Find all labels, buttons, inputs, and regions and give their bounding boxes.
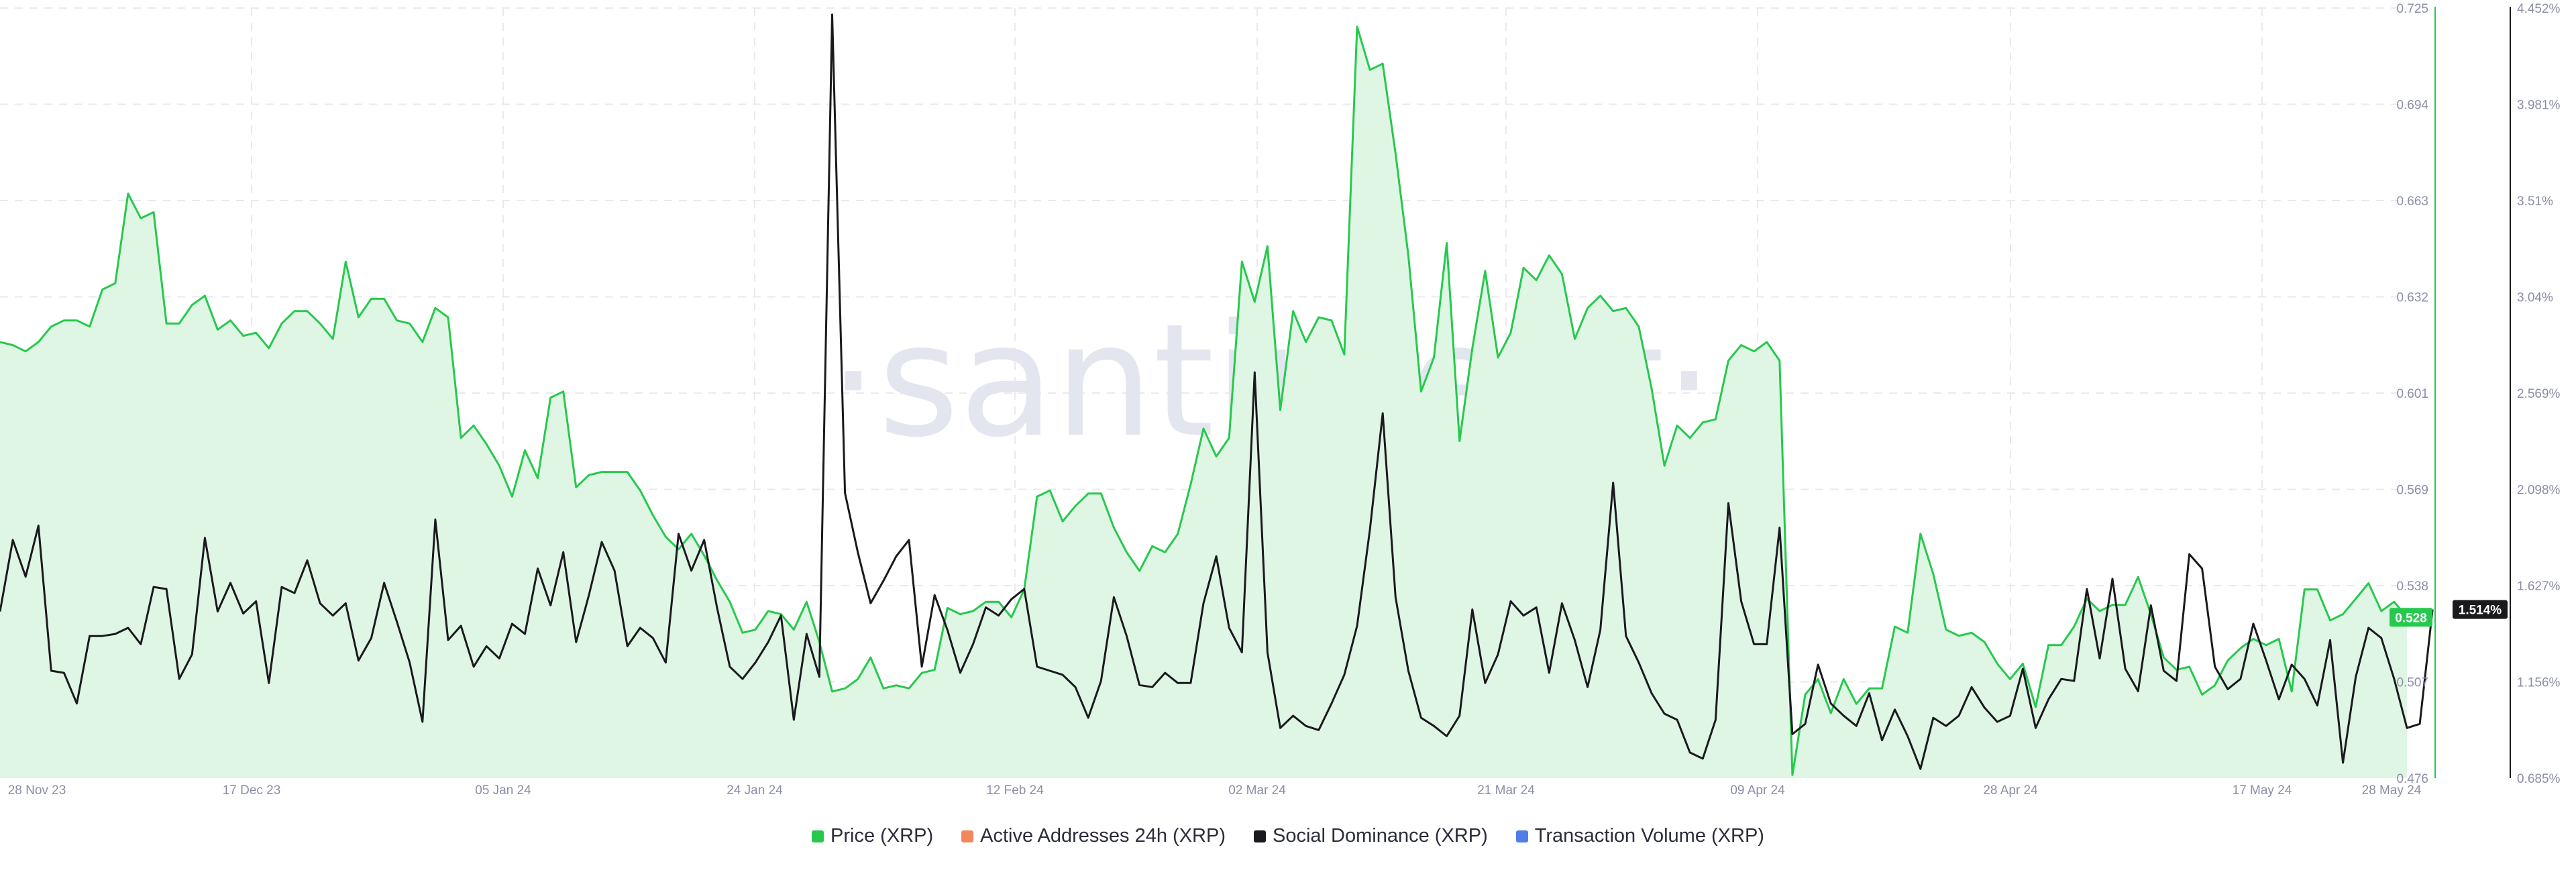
axes (2434, 7, 2511, 778)
x-axis-tick-label: 09 Apr 24 (1730, 783, 1785, 798)
price-axis-tick-label: 0.538 (2396, 580, 2428, 594)
social-dominance-axis-tick-label: 2.569% (2517, 387, 2561, 401)
social-dominance-axis-ticks: 4.452% 3.981% 3.51% 3.04% 2.569% 2.098% 1.627%… (2517, 2, 2561, 786)
legend-label-social-dominance: Social Dominance (XRP) (1273, 825, 1488, 847)
legend-swatch-price (812, 830, 824, 842)
price-axis-tick-label: 0.694 (2396, 99, 2428, 113)
x-axis-tick-label: 28 May 24 (2362, 783, 2422, 798)
price-axis-tick-label: 0.476 (2396, 772, 2428, 786)
x-axis-tick-label: 17 Dec 23 (223, 783, 281, 798)
price-series-area (0, 26, 2407, 779)
x-axis-ticks: 28 Nov 23 17 Dec 23 05 Jan 24 24 Jan 24 12 F… (8, 783, 2422, 798)
price-axis-tick-label: 0.507 (2396, 676, 2428, 690)
legend-item-price[interactable]: Price (XRP) (812, 825, 933, 847)
price-axis-tick-label: 0.601 (2396, 387, 2428, 401)
price-axis-tick-label: 0.632 (2396, 291, 2428, 305)
x-axis-tick-label: 12 Feb 24 (986, 783, 1044, 798)
social-dominance-axis-tick-label: 4.452% (2517, 2, 2561, 16)
price-series-line (0, 25, 2408, 776)
social-dominance-axis-tick-label: 1.627% (2517, 580, 2561, 594)
legend-swatch-transaction-volume (1515, 830, 1528, 842)
legend-item-transaction-volume[interactable]: Transaction Volume (XRP) (1515, 825, 1764, 847)
x-axis-tick-label: 28 Apr 24 (1983, 783, 2038, 798)
social-dominance-series-line (0, 13, 2434, 770)
price-last-value-label: 0.528 (2395, 611, 2427, 625)
legend-item-active-addresses[interactable]: Active Addresses 24h (XRP) (961, 825, 1226, 847)
social-dominance-axis-tick-label: 2.098% (2517, 484, 2561, 498)
social-dominance-axis-tick-label: 3.04% (2517, 291, 2553, 305)
social-dominance-last-value-label: 1.514% (2459, 604, 2502, 618)
x-axis-tick-label: 28 Nov 23 (8, 783, 66, 798)
price-last-value-badge (2390, 608, 2432, 627)
legend-label-active-addresses: Active Addresses 24h (XRP) (980, 825, 1226, 847)
legend-swatch-active-addresses (961, 830, 974, 842)
social-dominance-axis-tick-label: 1.156% (2517, 676, 2561, 690)
x-axis-tick-label: 17 May 24 (2233, 783, 2292, 798)
x-axis-tick-label: 24 Jan 24 (727, 783, 783, 798)
price-axis-tick-label: 0.569 (2396, 484, 2428, 498)
x-axis-tick-label: 21 Mar 24 (1477, 783, 1535, 798)
price-axis-ticks: 0.725 0.694 0.663 0.632 0.601 0.569 0.538 0.507… (2396, 2, 2428, 786)
price-axis-tick-label: 0.725 (2396, 2, 2428, 16)
price-axis-tick-label: 0.663 (2396, 195, 2428, 209)
social-dominance-axis-tick-label: 0.685% (2517, 772, 2561, 786)
legend-label-price: Price (XRP) (830, 825, 934, 847)
chart-legend: Price (XRP) Active Addresses 24h (XRP) S… (0, 825, 2576, 847)
social-dominance-last-value-badge (2453, 600, 2508, 619)
legend-item-social-dominance[interactable]: Social Dominance (XRP) (1254, 825, 1488, 847)
x-axis-tick-label: 02 Mar 24 (1228, 783, 1286, 798)
last-value-badges: 0.528 1.514% (2390, 600, 2508, 627)
social-dominance-axis-tick-label: 3.981% (2517, 99, 2561, 113)
legend-swatch-social-dominance (1254, 830, 1266, 842)
social-dominance-axis-tick-label: 3.51% (2517, 195, 2553, 209)
x-axis-tick-label: 05 Jan 24 (475, 783, 531, 798)
legend-label-transaction-volume: Transaction Volume (XRP) (1534, 825, 1764, 847)
